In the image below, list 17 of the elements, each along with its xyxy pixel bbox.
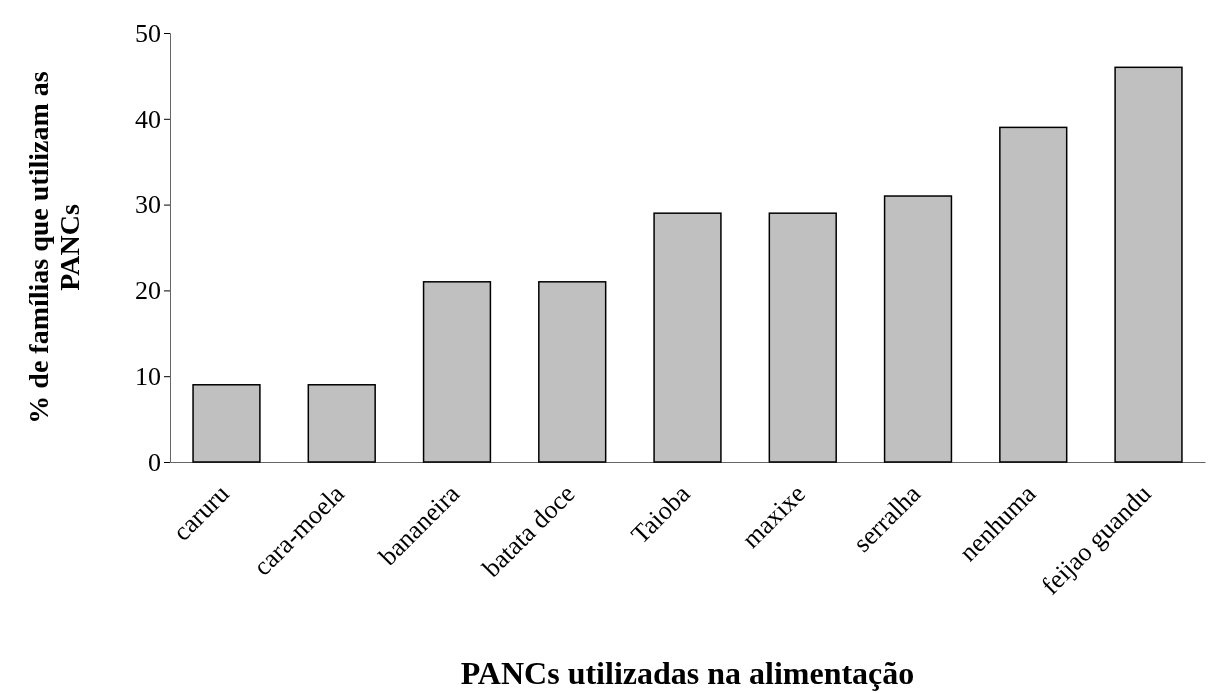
bar <box>538 281 607 463</box>
bar <box>422 281 492 463</box>
bar <box>999 126 1068 463</box>
bar <box>192 384 261 463</box>
y-axis-title: % de famílias que utilizam as PANCs <box>23 71 85 424</box>
y-tick-label: 30 <box>135 190 161 220</box>
bar <box>307 384 376 463</box>
y-tick-label: 10 <box>135 362 161 392</box>
bar <box>768 212 837 463</box>
x-axis-title: PANCs utilizadas na alimentação <box>460 655 915 691</box>
y-tick-label: 20 <box>135 276 161 306</box>
y-tick-label: 40 <box>135 104 161 134</box>
bar <box>883 195 953 463</box>
y-tick-label: 50 <box>135 18 161 48</box>
bar <box>1114 66 1183 463</box>
bar <box>653 212 722 463</box>
y-tick-label: 0 <box>148 447 161 477</box>
